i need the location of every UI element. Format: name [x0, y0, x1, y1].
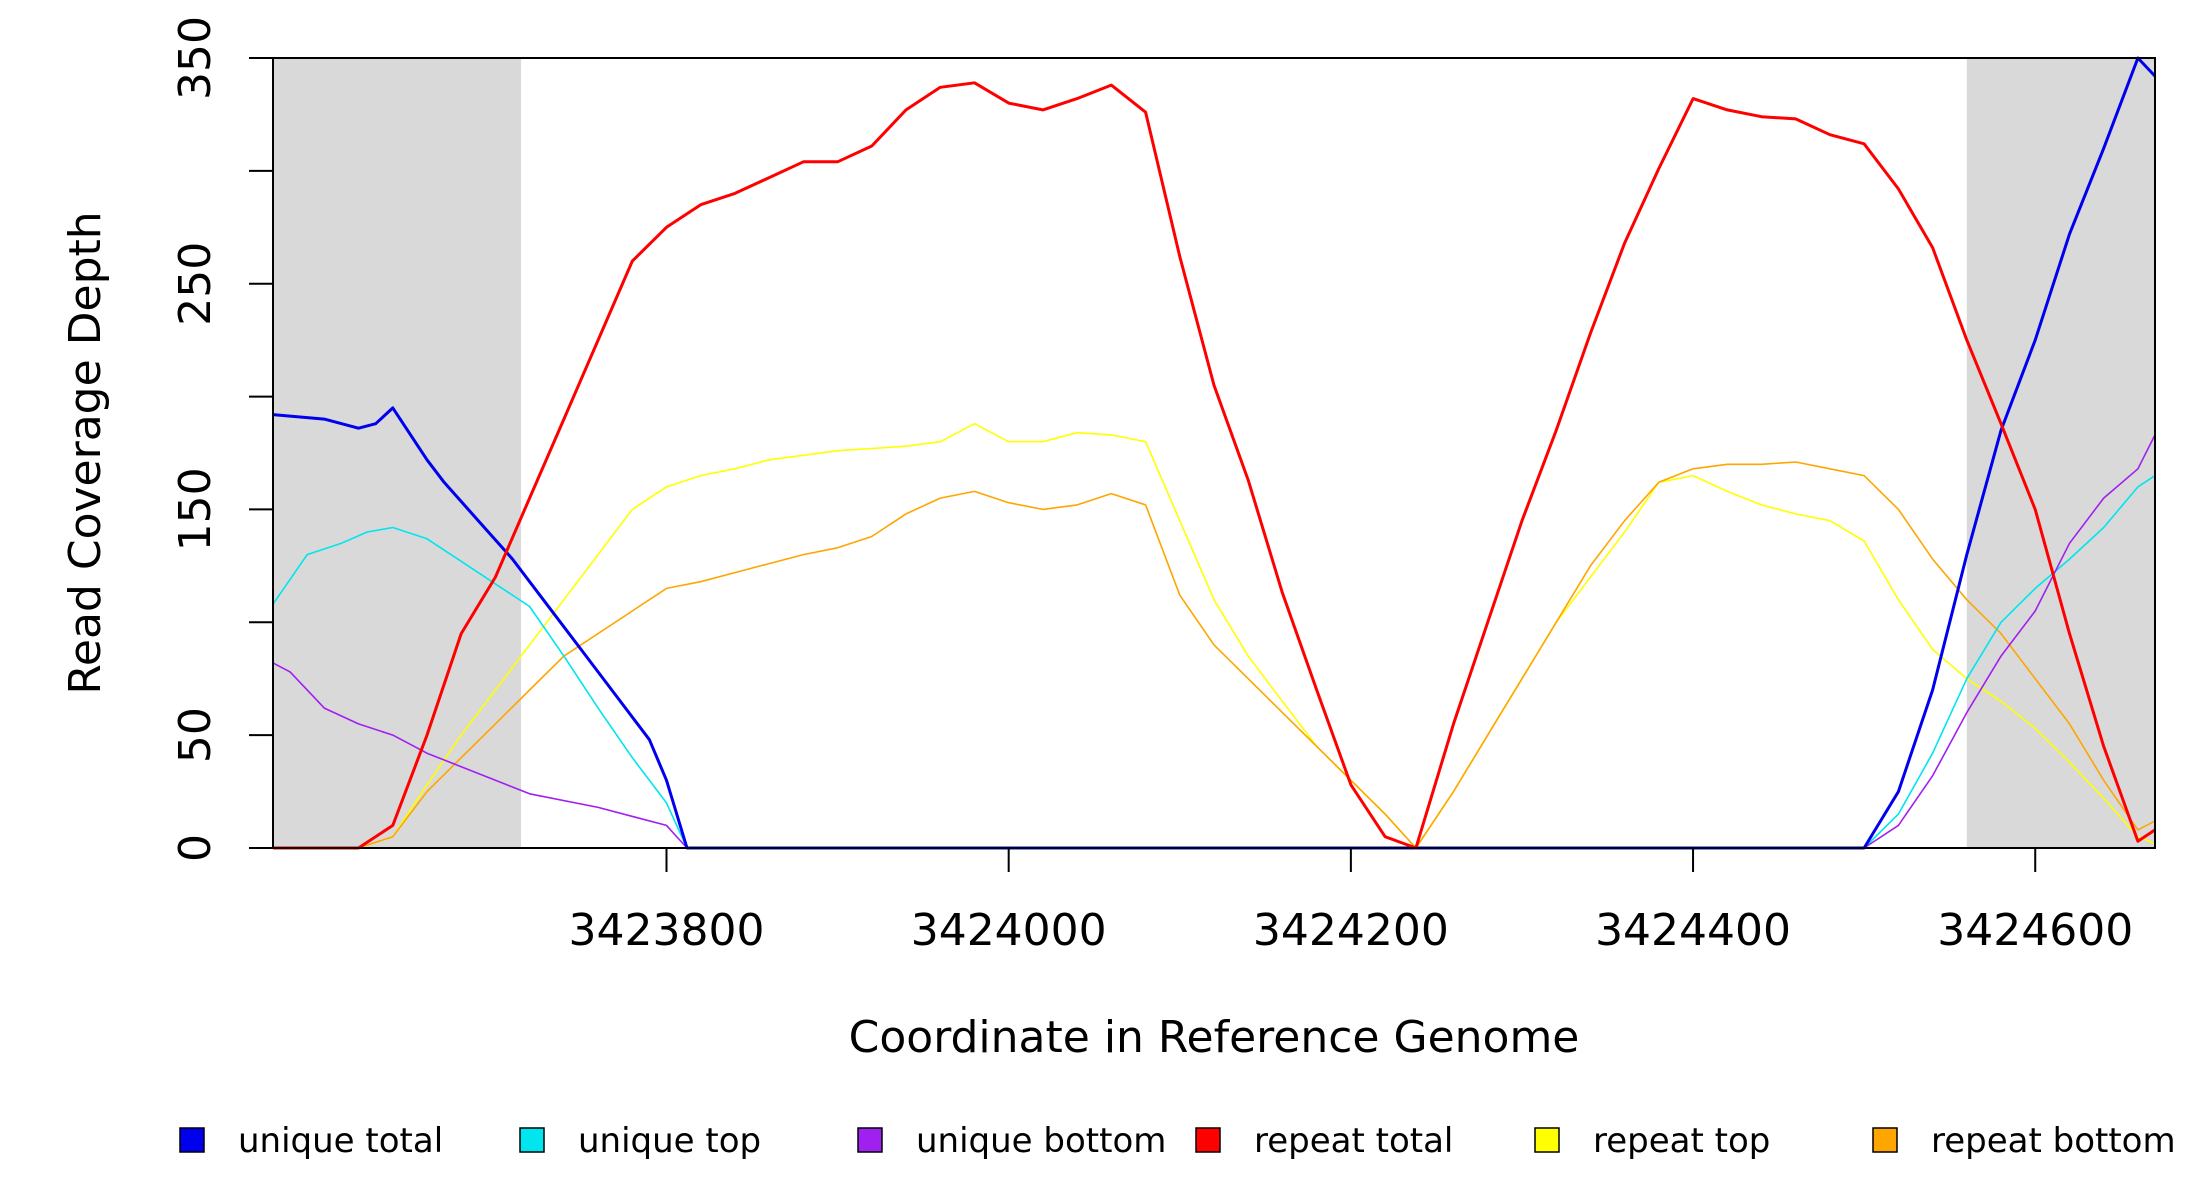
series-line-repeat-total — [273, 81, 2156, 850]
legend-item-unique-total: unique total — [179, 1121, 443, 1161]
legend-item-repeat-top: repeat top — [1534, 1121, 1770, 1161]
legend-label: unique bottom — [916, 1121, 1166, 1161]
y-tick-label: 250 — [170, 242, 221, 326]
series-lines — [272, 56, 2157, 850]
series-line-unique-bottom — [272, 434, 2156, 849]
legend-swatch — [1872, 1127, 1898, 1153]
y-tick-label: 50 — [170, 707, 221, 763]
legend-item-repeat-bottom: repeat bottom — [1872, 1121, 2176, 1161]
x-axis-label: Coordinate in Reference Genome — [849, 1012, 1580, 1063]
x-tick-label: 3424200 — [1253, 905, 1449, 956]
legend-item-unique-bottom: unique bottom — [857, 1121, 1166, 1161]
x-tick-label: 3423800 — [569, 905, 765, 956]
x-axis: 3423800 3424000 3424200 3424400 3424600 — [569, 847, 2133, 956]
legend-label: repeat top — [1593, 1121, 1770, 1161]
y-tick-label: 150 — [170, 467, 221, 551]
legend: unique total unique top unique bottom repea… — [179, 1121, 2176, 1161]
y-tick-label: 0 — [170, 834, 221, 862]
y-axis: 0 50 150 250 350 — [170, 16, 274, 862]
series-line-unique-top — [272, 474, 2156, 849]
legend-swatch — [857, 1127, 883, 1153]
shaded-region-1 — [1966, 58, 2155, 848]
legend-swatch — [519, 1127, 545, 1153]
series-line-repeat-bottom — [273, 461, 2156, 849]
x-tick-label: 3424400 — [1595, 905, 1791, 956]
series-line-repeat-top — [273, 422, 2156, 849]
plot-frame — [272, 57, 2156, 849]
x-tick-label: 3424600 — [1937, 905, 2133, 956]
shaded-region-0 — [273, 58, 522, 848]
series-line-unique-total — [272, 56, 2157, 850]
legend-swatch — [1534, 1127, 1560, 1153]
legend-item-unique-top: unique top — [519, 1121, 761, 1161]
legend-label: unique top — [578, 1121, 761, 1161]
legend-item-repeat-total: repeat total — [1195, 1121, 1453, 1161]
y-tick-label: 350 — [170, 16, 221, 100]
legend-label: unique total — [238, 1121, 443, 1161]
legend-swatch — [1195, 1127, 1221, 1153]
legend-label: repeat bottom — [1931, 1121, 2176, 1161]
x-tick-label: 3424000 — [911, 905, 1107, 956]
legend-label: repeat total — [1254, 1121, 1453, 1161]
shaded-regions — [273, 58, 2155, 848]
legend-swatch — [179, 1127, 205, 1153]
y-axis-label: Read Coverage Depth — [60, 211, 111, 694]
